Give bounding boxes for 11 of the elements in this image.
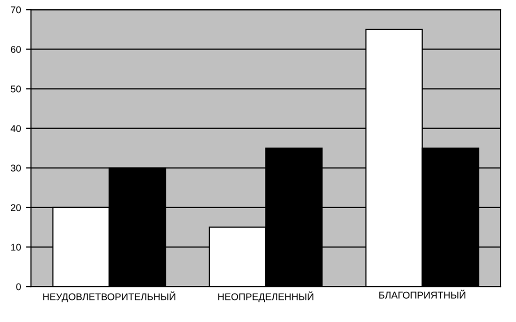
- y-tick-label: 20: [10, 204, 21, 212]
- y-tick-label: 40: [10, 125, 21, 132]
- y-tick-label: 60: [10, 46, 21, 53]
- y-tick-label: 10: [11, 244, 21, 251]
- y-tick-label: 0: [16, 283, 21, 290]
- y-tick-label: 30: [10, 164, 21, 172]
- x-tick-label: НЕОПРЕДЕЛЕННЫЙ: [218, 291, 314, 302]
- x-tick-label: БЛАГОПРИЯТНЫЙ: [379, 290, 466, 299]
- x-tick-label: НЕУДОВЛЕТВОРИТЕЛЬНЫЙ: [43, 291, 176, 302]
- y-tick-label: 70: [10, 6, 21, 14]
- y-tick-label: 50: [10, 86, 21, 92]
